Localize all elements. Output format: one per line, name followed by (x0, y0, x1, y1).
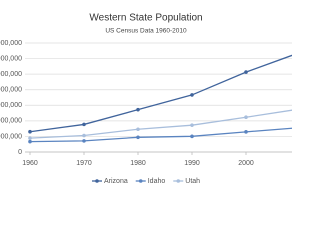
point (82, 133, 86, 138)
chart: Western State Population US Census Data … (0, 13, 292, 185)
x-tick-label: 1960 (22, 160, 38, 167)
point (136, 107, 140, 112)
point (244, 130, 248, 134)
y-tick-label: 7,000,000 (0, 40, 22, 47)
x-tick-label: 1990 (184, 160, 200, 167)
y-tick-label: 4,000,000 (0, 87, 22, 94)
y-tick-label: 0 (18, 149, 22, 156)
y-tick-label: 1,000,000 (0, 133, 22, 140)
legend-marker (176, 179, 181, 183)
legend-label: Idaho (148, 178, 166, 185)
chart-title: Western State Population (89, 13, 202, 24)
point (28, 136, 32, 140)
legend-marker (138, 179, 143, 183)
point (190, 134, 194, 139)
point (190, 123, 194, 127)
y-tick-label: 5,000,000 (0, 71, 22, 78)
series-line (29, 54, 292, 133)
x-tick-label: 1980 (130, 160, 146, 167)
point (28, 139, 32, 144)
legend-label: Utah (185, 178, 200, 185)
legend-label: Arizona (104, 178, 128, 185)
x-tick-label: 1970 (76, 160, 92, 167)
y-tick-label: 6,000,000 (0, 55, 22, 62)
series-line (29, 127, 292, 143)
y-tick-label: 3,000,000 (0, 102, 22, 109)
chart-subtitle: US Census Data 1960-2010 (105, 28, 187, 35)
point (28, 129, 32, 134)
point (244, 70, 248, 74)
x-tick-label: 2000 (238, 160, 254, 167)
point (136, 127, 140, 132)
point (190, 93, 194, 97)
point (136, 135, 140, 140)
point (82, 122, 86, 127)
point (82, 139, 86, 143)
point (244, 115, 248, 120)
legend-marker (95, 179, 99, 183)
y-tick-label: 2,000,000 (0, 118, 22, 125)
series-line (29, 109, 292, 139)
